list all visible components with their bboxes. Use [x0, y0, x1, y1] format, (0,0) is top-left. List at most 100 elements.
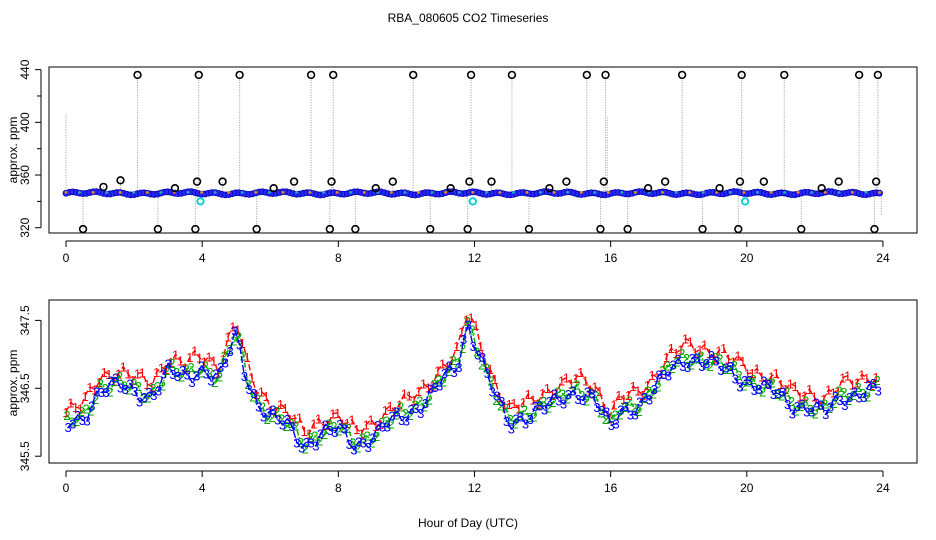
series-1-marker: 1 — [830, 385, 837, 400]
series-3-marker: 3 — [479, 350, 486, 365]
series-2-marker: 2 — [545, 400, 552, 415]
series-2-marker: 2 — [397, 399, 404, 414]
series-1-marker: 1 — [382, 403, 389, 418]
series-1-marker: 1 — [863, 371, 870, 386]
series-2-marker: 2 — [807, 402, 814, 417]
series-2-marker: 2 — [116, 369, 123, 384]
series-2-marker: 2 — [387, 416, 394, 431]
series-1-marker: 1 — [520, 395, 527, 410]
overlay-point — [186, 191, 190, 194]
series-2-marker: 2 — [874, 373, 881, 388]
series-2-marker: 2 — [821, 396, 828, 411]
series-2-marker: 2 — [330, 419, 337, 434]
series-1-marker: 1 — [410, 393, 417, 408]
series-1-marker: 1 — [182, 360, 189, 375]
series-3-marker: 3 — [741, 373, 748, 388]
series-1-marker: 1 — [101, 365, 108, 380]
series-3-marker: 3 — [446, 359, 453, 374]
series-1-marker: 1 — [258, 384, 265, 399]
x-tick-label: 8 — [335, 251, 342, 265]
series-2-marker: 2 — [573, 377, 580, 392]
overlay-point — [512, 191, 515, 194]
raw-point — [870, 224, 879, 234]
series-3-marker: 3 — [570, 384, 577, 399]
series-1-marker: 1 — [210, 354, 217, 369]
series-3-marker: 3 — [184, 368, 191, 383]
series-1-marker: 1 — [158, 360, 165, 375]
series-1-marker: 1 — [205, 350, 212, 365]
series-2-marker: 2 — [550, 395, 557, 410]
series-1-marker: 1 — [572, 371, 579, 386]
series-3-marker: 3 — [388, 408, 395, 423]
series-1-marker: 1 — [243, 350, 250, 365]
overlay-point — [606, 191, 610, 194]
series-2-marker: 2 — [516, 408, 523, 423]
series-2-marker: 2 — [173, 365, 180, 380]
overlay-point — [349, 191, 353, 194]
raw-point — [854, 70, 864, 80]
series-3-marker: 3 — [79, 413, 86, 428]
series-3-marker: 3 — [865, 378, 872, 393]
series-1-marker: 1 — [105, 367, 112, 382]
overlay-point — [200, 191, 204, 194]
series-1-marker: 1 — [858, 367, 865, 382]
series-3-marker: 3 — [417, 406, 424, 421]
series-1-marker: 1 — [62, 405, 69, 420]
series-1-marker: 1 — [820, 392, 827, 407]
series-2-marker: 2 — [407, 408, 414, 423]
series-1-marker: 1 — [568, 377, 575, 392]
y-axis-label-top: approx. ppm — [6, 117, 20, 184]
series-2-marker: 2 — [163, 363, 170, 378]
series-2-marker: 2 — [845, 393, 852, 408]
series-3-marker: 3 — [122, 382, 129, 397]
series-2-marker: 2 — [692, 352, 699, 367]
overlay-point — [159, 191, 163, 194]
series-2-marker: 2 — [211, 375, 218, 390]
series-3-marker: 3 — [503, 414, 510, 429]
raw-point — [524, 224, 534, 234]
raw-point — [737, 70, 746, 80]
series-2-marker: 2 — [326, 416, 333, 431]
raw-point — [153, 224, 163, 234]
series-1-marker: 1 — [391, 404, 398, 419]
series-3-marker: 3 — [169, 367, 176, 382]
series-1-marker: 1 — [162, 362, 169, 377]
raw-point — [596, 224, 605, 234]
overlay-point — [417, 191, 420, 194]
series-2-marker: 2 — [373, 429, 380, 444]
x-tick-label: 24 — [876, 481, 890, 495]
series-3-marker: 3 — [612, 417, 619, 432]
raw-point — [545, 184, 554, 193]
series-3-marker: 3 — [288, 419, 295, 434]
series-1-marker: 1 — [815, 398, 822, 413]
series-3-marker: 3 — [131, 384, 138, 399]
series-2-marker: 2 — [492, 393, 499, 408]
series-3-marker: 3 — [207, 373, 214, 388]
series-1-marker: 1 — [696, 343, 703, 358]
x-tick-label: 24 — [876, 251, 890, 265]
series-1-marker: 1 — [620, 392, 627, 407]
series-1-marker: 1 — [224, 329, 231, 344]
overlay-point — [864, 191, 868, 194]
series-3-marker: 3 — [441, 366, 448, 381]
series-3-marker: 3 — [531, 399, 538, 414]
series-2-marker: 2 — [202, 358, 209, 373]
series-2-marker: 2 — [154, 379, 161, 394]
series-3-marker: 3 — [870, 376, 877, 391]
series-3-marker: 3 — [660, 367, 667, 382]
series-1-marker: 1 — [558, 373, 565, 388]
series-1-marker: 1 — [796, 390, 803, 405]
x-axis-label: Hour of Day (UTC) — [418, 516, 518, 530]
raw-point — [735, 177, 745, 186]
series-3-marker: 3 — [593, 400, 600, 415]
flagged-point — [468, 197, 477, 206]
series-3-marker: 3 — [412, 401, 419, 416]
series-3-marker: 3 — [103, 385, 110, 400]
series-3-marker: 3 — [226, 344, 233, 359]
series-2-marker: 2 — [311, 428, 318, 443]
overlay-point — [322, 191, 326, 194]
series-2-marker: 2 — [869, 379, 876, 394]
series-2-marker: 2 — [645, 383, 652, 398]
series-3-marker: 3 — [779, 385, 786, 400]
